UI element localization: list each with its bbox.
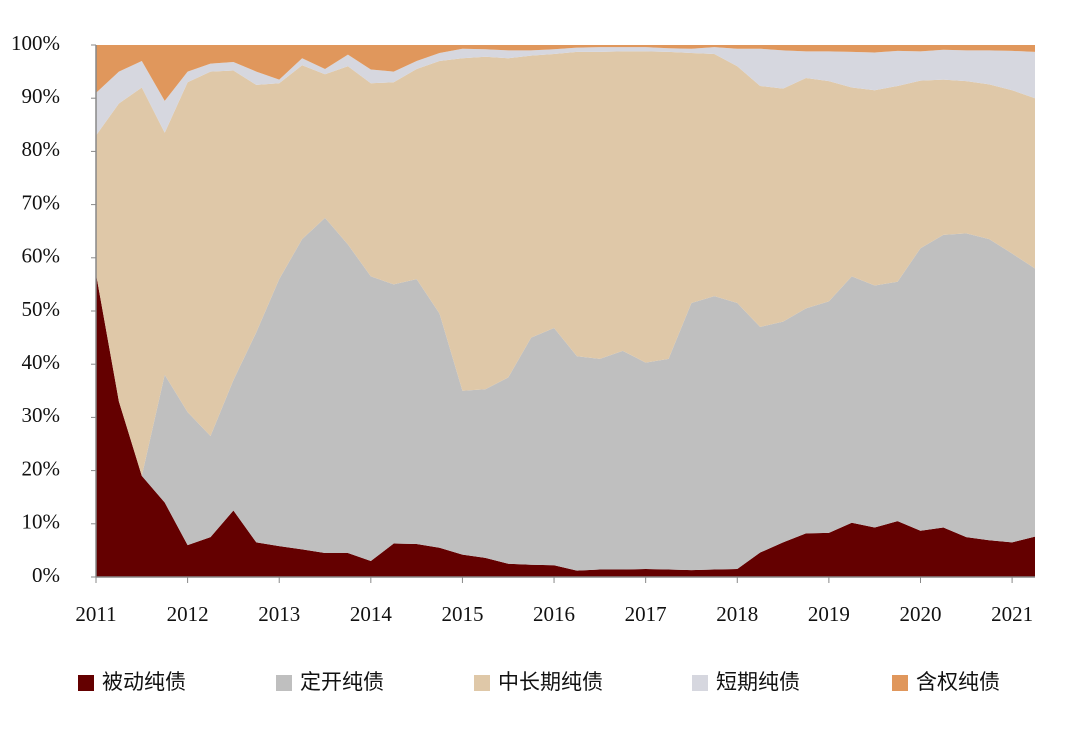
y-tick-label: 10% bbox=[22, 510, 61, 534]
x-tick-label: 2018 bbox=[716, 602, 758, 626]
x-tick-label: 2017 bbox=[625, 602, 667, 626]
legend-label: 含权纯债 bbox=[916, 670, 1000, 694]
area bbox=[96, 273, 1035, 577]
legend-swatch bbox=[78, 675, 94, 691]
x-tick-label: 2014 bbox=[350, 602, 393, 626]
legend-swatch bbox=[692, 675, 708, 691]
area bbox=[96, 51, 1035, 476]
y-tick-label: 0% bbox=[32, 563, 60, 587]
legend-label: 被动纯债 bbox=[102, 670, 186, 694]
x-tick-label: 2011 bbox=[75, 602, 116, 626]
x-tick-label: 2015 bbox=[441, 602, 483, 626]
x-tick-label: 2013 bbox=[258, 602, 300, 626]
x-tick-label: 2020 bbox=[899, 602, 941, 626]
legend-label: 中长期纯债 bbox=[498, 670, 603, 694]
x-tick-label: 2012 bbox=[167, 602, 209, 626]
y-tick-label: 20% bbox=[22, 456, 61, 480]
y-tick-label: 80% bbox=[22, 137, 61, 161]
x-tick-label: 2019 bbox=[808, 602, 850, 626]
legend-swatch bbox=[474, 675, 490, 691]
area bbox=[96, 217, 1035, 571]
area bbox=[96, 47, 1035, 136]
y-tick-label: 90% bbox=[22, 84, 61, 108]
legend-swatch bbox=[276, 675, 292, 691]
y-tick-label: 60% bbox=[22, 244, 61, 268]
legend-swatch bbox=[892, 675, 908, 691]
y-tick-label: 100% bbox=[11, 31, 60, 55]
y-tick-label: 30% bbox=[22, 403, 61, 427]
legend-label: 定开纯债 bbox=[300, 670, 384, 694]
y-tick-label: 40% bbox=[22, 350, 61, 374]
y-tick-label: 50% bbox=[22, 297, 61, 321]
y-tick-label: 70% bbox=[22, 190, 61, 214]
x-tick-label: 2016 bbox=[533, 602, 575, 626]
legend-label: 短期纯债 bbox=[716, 670, 800, 694]
x-tick-label: 2021 bbox=[991, 602, 1033, 626]
area bbox=[96, 45, 1035, 101]
